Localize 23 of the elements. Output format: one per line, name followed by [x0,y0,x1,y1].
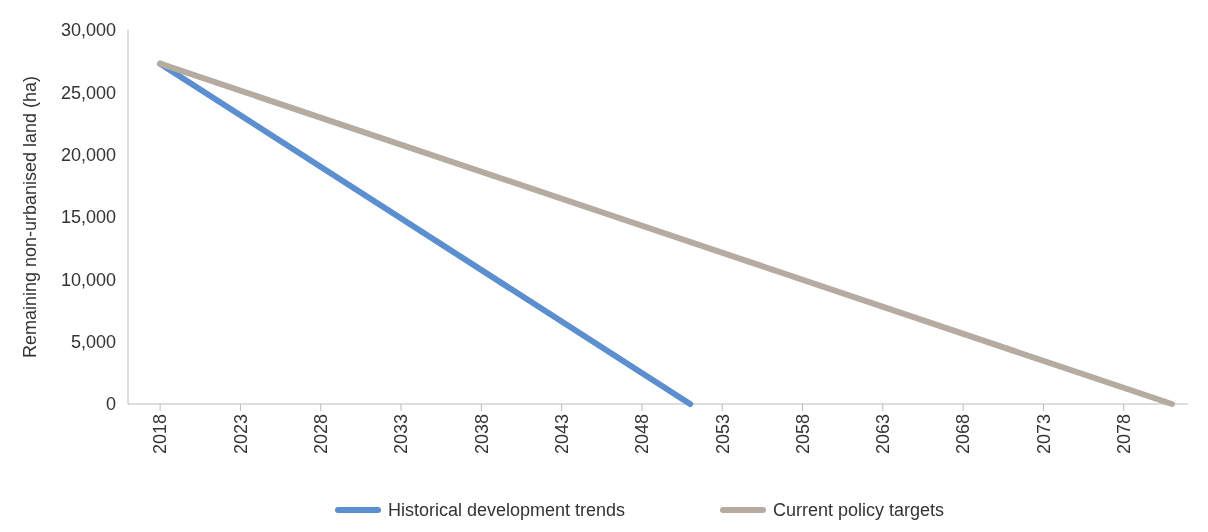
legend-label: Historical development trends [388,500,626,520]
y-tick-label: 30,000 [60,20,116,41]
x-tick-label: 2063 [873,414,894,455]
x-tick-label: 2078 [1114,414,1135,455]
x-tick-label: 2073 [1033,414,1054,455]
x-tick-label: 2023 [230,414,251,455]
legend-label: Current policy targets [773,500,945,520]
y-tick-label: 0 [105,394,116,415]
x-tick-label: 2048 [632,414,653,455]
y-tick-label: 15,000 [60,207,116,228]
x-tick-label: 2058 [792,414,813,455]
x-tick-label: 2018 [150,414,171,455]
x-tick-label: 2068 [953,414,974,455]
x-tick-label: 2038 [471,414,492,455]
y-tick-label: 20,000 [60,144,116,165]
y-tick-label: 5,000 [70,331,116,352]
x-tick-label: 2033 [391,414,412,455]
x-tick-label: 2043 [551,414,572,455]
x-tick-label: 2028 [311,414,332,455]
y-tick-label: 10,000 [60,269,116,290]
y-tick-label: 25,000 [60,82,116,103]
x-tick-label: 2053 [712,414,733,455]
y-axis-title: Remaining non-urbanised land (ha) [20,75,40,359]
